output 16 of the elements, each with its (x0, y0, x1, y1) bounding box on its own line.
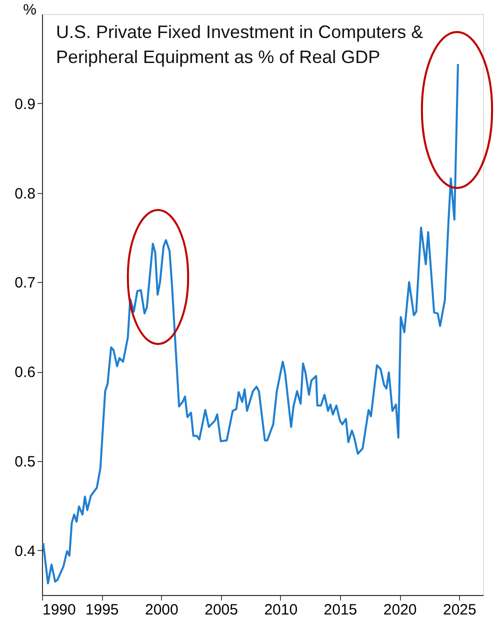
x-tick-label: 2010 (264, 602, 298, 618)
x-tick-label: 2020 (383, 602, 417, 618)
y-tick-label: 0.4 (14, 542, 36, 560)
y-axis-title: % (23, 2, 36, 18)
y-tick-label: 0.7 (14, 274, 36, 292)
x-tick-label: 2015 (324, 602, 358, 618)
y-tick-label: 0.5 (14, 453, 36, 470)
text: U.S. Private Fixed Investment in Computers & Peripheral Equipment as % of Real GDP (56, 22, 424, 67)
x-tick-label: 1995 (85, 602, 119, 618)
x-tick-label: 2005 (204, 602, 238, 618)
x-tick-label: 2025 (442, 602, 476, 618)
y-tick-label: 0.9 (14, 96, 36, 113)
x-tick-label: 2000 (145, 602, 178, 618)
x-tick-label: 1990 (42, 602, 76, 618)
y-tick-label: 0.8 (14, 185, 36, 202)
y-tick-label: 0.6 (14, 364, 36, 382)
